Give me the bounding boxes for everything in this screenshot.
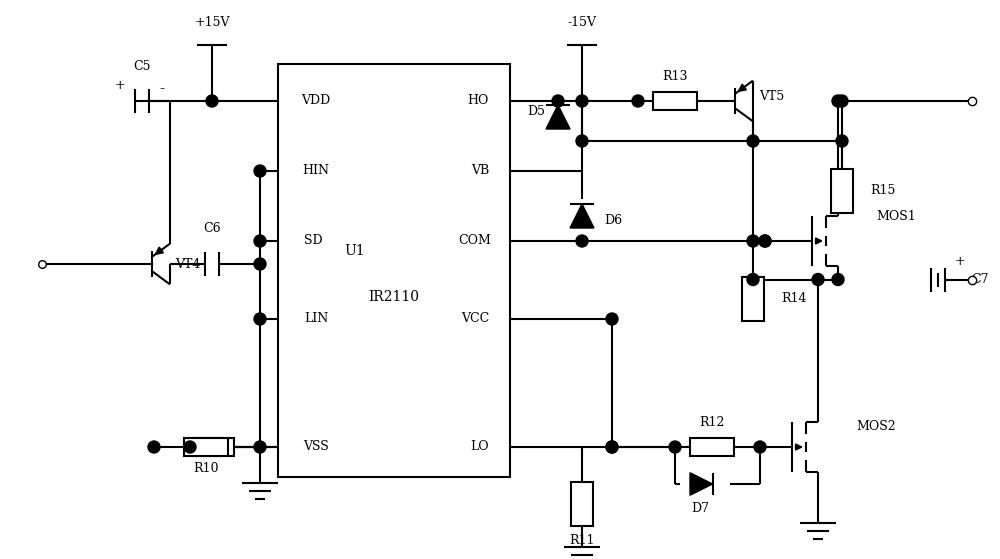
Circle shape [148, 441, 160, 453]
Bar [184, 438, 228, 456]
Circle shape [552, 95, 564, 107]
Circle shape [754, 441, 766, 453]
Text: MOS2: MOS2 [856, 420, 896, 433]
Circle shape [747, 135, 759, 147]
Text: VT5: VT5 [759, 89, 784, 103]
Circle shape [747, 273, 759, 286]
Text: R15: R15 [870, 184, 895, 197]
Text: +15V: +15V [194, 17, 230, 30]
Text: D7: D7 [691, 501, 709, 514]
Text: COM: COM [459, 234, 491, 248]
Text: C5: C5 [133, 59, 151, 73]
Text: R11: R11 [569, 533, 595, 547]
Circle shape [254, 313, 266, 325]
Polygon shape [570, 204, 594, 228]
Circle shape [576, 95, 588, 107]
Circle shape [836, 135, 848, 147]
Text: VB: VB [471, 164, 489, 178]
Circle shape [832, 273, 844, 286]
Bar [190, 438, 234, 456]
Text: -: - [159, 82, 165, 96]
Circle shape [669, 441, 681, 453]
Text: MOS1: MOS1 [876, 210, 916, 222]
Circle shape [206, 95, 218, 107]
Circle shape [606, 441, 618, 453]
Circle shape [759, 235, 771, 247]
Text: -15V: -15V [568, 17, 596, 30]
Text: VT4: VT4 [175, 258, 200, 271]
Circle shape [254, 441, 266, 453]
Text: R12: R12 [699, 416, 725, 429]
Circle shape [576, 235, 588, 247]
Circle shape [576, 135, 588, 147]
Text: SD: SD [304, 234, 322, 248]
Circle shape [812, 273, 824, 286]
Text: HIN: HIN [302, 164, 329, 178]
Text: HO: HO [467, 94, 489, 107]
Circle shape [836, 95, 848, 107]
Text: D6: D6 [604, 214, 622, 226]
Circle shape [832, 95, 844, 107]
Text: VCC: VCC [461, 312, 489, 325]
Text: IR2110: IR2110 [368, 290, 420, 304]
Text: C7: C7 [971, 273, 989, 286]
Bar [653, 92, 697, 110]
Text: D5: D5 [527, 105, 545, 117]
Bar [831, 169, 853, 213]
Circle shape [254, 165, 266, 177]
Polygon shape [546, 105, 570, 129]
Text: R10: R10 [193, 462, 219, 476]
Text: VDD: VDD [301, 94, 331, 107]
Text: C6: C6 [203, 222, 221, 235]
Circle shape [632, 95, 644, 107]
Text: VSS: VSS [303, 440, 329, 453]
Text: LIN: LIN [304, 312, 328, 325]
Text: +: + [115, 79, 125, 92]
Text: +: + [955, 255, 965, 268]
Bar [742, 277, 764, 321]
Bar [278, 64, 510, 477]
Text: R14: R14 [781, 292, 806, 306]
Circle shape [606, 441, 618, 453]
Circle shape [254, 235, 266, 247]
Text: U1: U1 [345, 244, 365, 258]
Circle shape [759, 235, 771, 247]
Polygon shape [690, 473, 712, 495]
Text: R13: R13 [662, 70, 688, 83]
Circle shape [184, 441, 196, 453]
Text: LO: LO [471, 440, 489, 453]
Bar [571, 482, 593, 526]
Circle shape [606, 313, 618, 325]
Bar [690, 438, 734, 456]
Circle shape [747, 235, 759, 247]
Circle shape [254, 258, 266, 270]
